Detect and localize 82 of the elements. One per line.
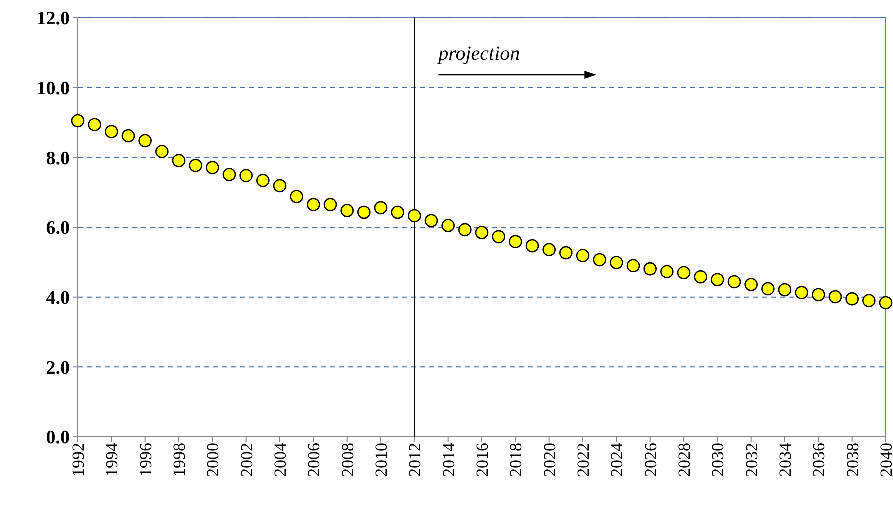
point [256, 174, 270, 188]
point [828, 290, 842, 304]
x-tick-label: 2006 [304, 443, 324, 477]
point [644, 262, 657, 276]
point [795, 286, 808, 300]
x-tick-label: 2032 [742, 443, 762, 477]
x-tick-label: 2028 [674, 443, 694, 477]
point [560, 246, 573, 260]
point [206, 161, 220, 174]
x-tick-label: 2002 [237, 443, 256, 477]
point [660, 265, 674, 278]
point [442, 219, 455, 232]
x-tick-label: 2018 [506, 443, 526, 477]
x-tick-label: 2000 [204, 443, 223, 477]
point [424, 214, 438, 228]
y-tick-label: 10.0 [36, 78, 70, 100]
point [105, 125, 118, 138]
point [222, 168, 236, 182]
x-tick-label: 2038 [843, 443, 862, 477]
point [492, 230, 506, 244]
point [88, 118, 102, 132]
point [324, 198, 338, 212]
x-tick-label: 2030 [708, 443, 728, 477]
y-tick-label: 8.0 [46, 148, 70, 170]
point [879, 296, 893, 310]
x-tick-label: 2034 [776, 442, 795, 477]
point [391, 206, 404, 220]
x-tick-label: 2036 [810, 443, 829, 477]
x-tick-label: 2020 [540, 443, 560, 477]
y-tick-label: 6.0 [46, 218, 70, 240]
point [509, 235, 522, 248]
point [358, 206, 371, 220]
point [694, 270, 708, 284]
x-tick-label: 1994 [102, 442, 122, 477]
point [290, 190, 304, 204]
x-tick-label: 2024 [608, 442, 627, 477]
point [542, 243, 556, 256]
x-tick-label: 2016 [472, 443, 492, 477]
x-tick-label: 1992 [68, 443, 88, 477]
y-tick-label: 12.0 [36, 8, 70, 30]
point [626, 259, 640, 273]
point [728, 275, 742, 289]
point [778, 283, 792, 297]
x-tick-label: 2026 [641, 443, 660, 477]
point [711, 273, 724, 287]
point [458, 223, 472, 237]
point [677, 266, 691, 280]
point [475, 226, 489, 240]
point [408, 209, 422, 223]
point [71, 114, 85, 128]
y-tick-label: 0.0 [46, 428, 70, 449]
x-tick-label: 2014 [439, 442, 458, 477]
point [576, 249, 590, 262]
x-tick-label: 2022 [574, 443, 593, 477]
point [812, 288, 826, 302]
x-tick-label: 2008 [338, 443, 358, 477]
annotation: projection [436, 43, 520, 65]
point [340, 204, 354, 218]
point [526, 239, 540, 253]
point [122, 129, 136, 143]
point [593, 253, 606, 267]
point [374, 201, 388, 215]
x-tick-label: 2004 [270, 442, 290, 477]
point [189, 159, 202, 172]
point [138, 134, 152, 148]
point [156, 145, 169, 158]
x-tick-label: 1996 [136, 443, 156, 477]
point [172, 154, 186, 168]
point [273, 179, 287, 193]
point [744, 278, 758, 292]
x-tick-label: 2012 [406, 443, 425, 477]
y-tick-label: 2.0 [46, 358, 70, 379]
point [240, 169, 253, 182]
x-tick-label: 2040 [876, 443, 893, 477]
point [862, 294, 876, 308]
point [307, 198, 320, 212]
point [610, 256, 624, 270]
x-tick-label: 1998 [170, 443, 189, 477]
point [762, 282, 775, 296]
x-tick-label: 2010 [372, 443, 391, 477]
point [846, 292, 859, 306]
y-tick-label: 4.0 [46, 288, 70, 309]
